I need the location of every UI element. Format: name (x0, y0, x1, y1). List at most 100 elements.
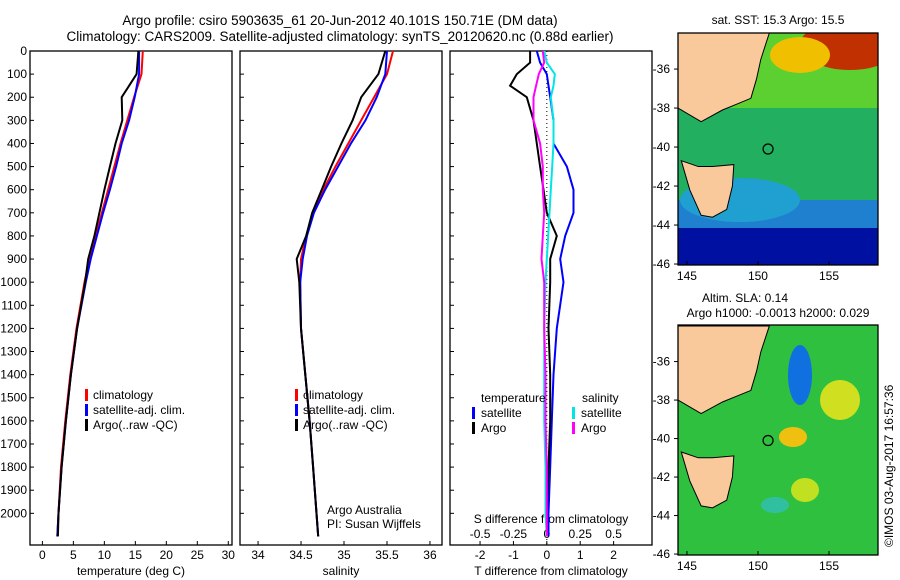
legend-title-temperature: temperature (481, 391, 546, 405)
map-lat-label: -46 (653, 547, 671, 561)
mainland-australia (678, 325, 771, 415)
map-frame (677, 324, 879, 556)
map-sla: 145 150 155 -36 -38 -40 -42 -44 -46 Altim. SLA: 0… (653, 291, 879, 573)
panel-frame (449, 50, 653, 546)
profile-panel-1: 0 5 10 15 20 25 30 temperature (deg C) 0 100 200 30… (0, 44, 235, 578)
y-tick-label: 800 (7, 229, 27, 243)
x-tick-label: 0 (39, 548, 46, 562)
legend-label: climatology (303, 388, 363, 402)
legend-swatch (295, 389, 298, 401)
legend-label: Argo(..raw -QC) (303, 418, 388, 432)
series-line-s-argo (532, 50, 548, 537)
map-lat-label: -36 (653, 355, 671, 369)
x-tick-label: 34.5 (289, 548, 313, 562)
x-tick-label: 34 (251, 548, 265, 562)
legend-swatch (572, 407, 575, 419)
annotation-text: Argo Australia (327, 503, 402, 517)
legend-swatch (572, 422, 575, 434)
y-tick-label: 300 (7, 113, 27, 127)
argo-float-marker (762, 143, 774, 155)
series-line-t-argo (508, 51, 558, 537)
map-lon-label: 155 (819, 559, 839, 573)
x-tick-label: 10 (98, 548, 112, 562)
x-axis-label: T difference from climatology (474, 564, 628, 578)
legend-title-salinity: salinity (582, 391, 619, 405)
legend-label: Argo(..raw -QC) (93, 418, 178, 432)
map-lon-label: 150 (748, 559, 768, 573)
y-tick-label: 1800 (0, 460, 27, 474)
s-tick-label: -0.5 (470, 527, 491, 541)
legend-label: satellite-adj. clim. (93, 403, 185, 417)
figure-title-line2: Climatology: CARS2009. Satellite-adjuste… (66, 29, 614, 44)
panel-frame (29, 50, 233, 546)
y-tick-label: 0 (20, 44, 27, 58)
y-tick-label: 1700 (0, 437, 27, 451)
tasmania (680, 451, 735, 509)
map-title-line2: Argo h1000: -0.0013 h2000: 0.029 (687, 306, 870, 320)
map-lat-label: -44 (653, 218, 671, 232)
x-tick-label: 0 (543, 548, 550, 562)
y-tick-label: 600 (7, 183, 27, 197)
map-title-line1: Altim. SLA: 0.14 (702, 291, 788, 305)
y-tick-label: 700 (7, 206, 27, 220)
legend-label: satellite-adj. clim. (303, 403, 395, 417)
legend-swatch (295, 419, 298, 431)
y-tick-label: 2000 (0, 506, 27, 520)
legend-swatch (295, 404, 298, 416)
map-lon-label: 145 (677, 269, 697, 283)
x-axis-label: salinity (323, 564, 360, 578)
legend-label: Argo (581, 421, 607, 435)
legend-label: Argo (481, 421, 507, 435)
x-tick-label: 25 (191, 548, 205, 562)
legend-label: climatology (93, 388, 153, 402)
map-lat-label: -36 (653, 62, 671, 76)
x-axis-label: temperature (deg C) (77, 564, 185, 578)
map-lat-label: -38 (653, 101, 671, 115)
map-field (678, 33, 878, 265)
x-tick-label: 30 (222, 548, 236, 562)
map-lat-label: -38 (653, 393, 671, 407)
legend-label: satellite (581, 406, 622, 420)
y-tick-label: 200 (7, 90, 27, 104)
series-line-climatology (299, 50, 394, 537)
y-tick-label: 1900 (0, 483, 27, 497)
profile-panel-2: 34 34.5 35 35.5 36 salinity climatologysatelli… (239, 50, 443, 578)
x-tick-label: -2 (475, 548, 486, 562)
legend-swatch (472, 422, 475, 434)
map-frame (677, 32, 879, 266)
x-tick-label: 35.5 (375, 548, 399, 562)
map-lat-label: -44 (653, 509, 671, 523)
legend-swatch (85, 404, 88, 416)
series-line-t-satellite (535, 50, 575, 537)
x-tick-label: 2 (610, 548, 617, 562)
legend-swatch (85, 389, 88, 401)
series-line-climatology (56, 50, 144, 537)
s-tick-label: -0.25 (500, 527, 528, 541)
map-field (678, 325, 878, 555)
map-lat-label: -40 (653, 432, 671, 446)
x-tick-label: 36 (423, 548, 437, 562)
y-tick-label: 500 (7, 160, 27, 174)
mainland-australia (678, 33, 770, 123)
map-lat-label: -42 (653, 470, 671, 484)
series-line-argo-raw-qc- (295, 50, 387, 537)
s-axis-label: S difference from climatology (474, 512, 629, 526)
x-tick-label: 5 (70, 548, 77, 562)
y-tick-label: 1100 (1, 298, 27, 312)
map-lat-label: -40 (653, 140, 671, 154)
legend-label: satellite (481, 406, 522, 420)
y-tick-label: 100 (7, 67, 27, 81)
series-line-s-satellite (543, 50, 556, 537)
x-tick-label: 20 (160, 548, 174, 562)
y-tick-label: 1400 (0, 368, 27, 382)
x-tick-label: 35 (337, 548, 351, 562)
y-tick-label: 1200 (0, 321, 27, 335)
y-tick-label: 400 (7, 136, 27, 150)
map-lon-label: 155 (819, 269, 839, 283)
figure-title-line1: Argo profile: csiro 5903635_61 20-Jun-20… (122, 13, 558, 28)
y-tick-label: 1300 (0, 345, 27, 359)
tasmania (680, 159, 735, 218)
legend-swatch (472, 407, 475, 419)
